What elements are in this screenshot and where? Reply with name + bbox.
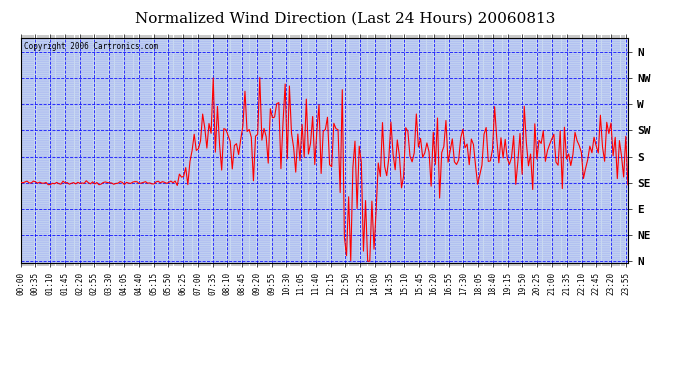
Text: Normalized Wind Direction (Last 24 Hours) 20060813: Normalized Wind Direction (Last 24 Hours… — [135, 11, 555, 25]
Text: Copyright 2006 Cartronics.com: Copyright 2006 Cartronics.com — [23, 42, 158, 51]
